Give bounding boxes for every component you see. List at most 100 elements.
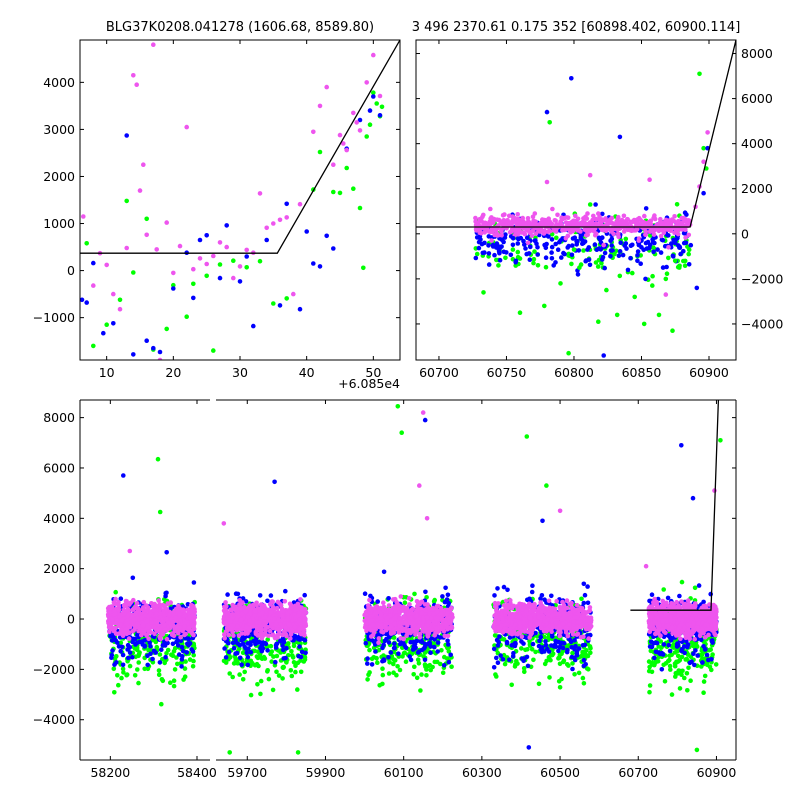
data-point-magenta xyxy=(113,611,118,617)
data-point-blue xyxy=(476,239,482,245)
data-point-magenta xyxy=(177,243,183,249)
data-point-magenta xyxy=(144,618,150,624)
data-point-magenta xyxy=(414,614,419,619)
data-point-magenta xyxy=(379,625,385,631)
data-point-green xyxy=(169,652,174,657)
data-point-magenta xyxy=(230,602,235,608)
data-point-blue xyxy=(268,593,274,598)
data-point-magenta xyxy=(243,624,249,630)
data-point-blue xyxy=(549,250,554,255)
y-tick-label: 3000 xyxy=(43,122,75,137)
data-point-magenta xyxy=(177,612,182,617)
data-point-green xyxy=(397,667,403,673)
data-point-blue xyxy=(535,245,540,250)
data-point-green xyxy=(394,672,399,678)
data-point-blue xyxy=(148,643,153,649)
data-point-magenta xyxy=(414,625,420,631)
data-point-magenta xyxy=(681,215,686,221)
data-point-magenta xyxy=(368,607,374,612)
data-point-green xyxy=(701,145,706,151)
data-point-blue xyxy=(580,238,585,243)
data-point-magenta xyxy=(283,631,289,637)
data-point-magenta xyxy=(555,222,561,228)
data-point-magenta xyxy=(337,132,343,138)
data-point-magenta xyxy=(178,635,183,640)
data-point-magenta xyxy=(276,617,282,623)
data-point-magenta xyxy=(247,618,252,624)
data-point-green xyxy=(686,251,691,257)
data-point-magenta xyxy=(118,631,123,636)
data-point-green xyxy=(374,101,380,106)
data-point-magenta xyxy=(180,607,185,613)
data-point-green xyxy=(244,265,249,270)
data-point-magenta xyxy=(426,630,432,636)
data-point-magenta xyxy=(585,232,590,237)
data-point-magenta xyxy=(562,215,567,221)
data-point-blue xyxy=(643,276,648,282)
data-point-magenta xyxy=(675,231,681,237)
data-point-magenta xyxy=(658,233,664,239)
data-point-blue xyxy=(643,206,649,211)
data-point-green xyxy=(171,649,177,654)
data-point-blue xyxy=(655,247,660,252)
data-point-magenta xyxy=(264,225,270,231)
data-point-green xyxy=(632,294,637,300)
data-point-magenta xyxy=(104,262,109,268)
data-point-blue xyxy=(142,643,147,648)
data-point-magenta xyxy=(191,266,196,272)
y-tick-label: 6000 xyxy=(741,91,773,106)
data-point-magenta xyxy=(379,616,384,621)
data-point-green xyxy=(419,672,424,677)
data-point-green xyxy=(119,675,124,681)
data-point-magenta xyxy=(300,631,306,636)
data-point-magenta xyxy=(527,220,532,225)
data-point-magenta xyxy=(278,602,284,608)
data-point-green xyxy=(295,687,300,692)
data-point-green xyxy=(415,657,421,662)
data-point-magenta xyxy=(508,221,513,227)
data-point-blue xyxy=(672,240,678,246)
data-point-green xyxy=(240,677,246,682)
data-point-blue xyxy=(535,252,540,257)
data-point-green xyxy=(386,671,392,676)
data-point-magenta xyxy=(107,610,112,615)
data-point-blue xyxy=(428,650,433,655)
data-point-blue xyxy=(569,252,575,258)
data-point-magenta xyxy=(584,216,590,221)
y-tick-label: 4000 xyxy=(43,75,75,90)
data-point-magenta xyxy=(263,615,268,620)
data-point-green xyxy=(317,149,323,155)
data-point-green xyxy=(132,673,138,678)
data-point-magenta xyxy=(590,217,595,223)
data-point-blue xyxy=(101,330,106,336)
data-point-magenta xyxy=(108,621,113,626)
data-point-green xyxy=(289,673,295,679)
data-point-magenta xyxy=(274,626,280,632)
data-point-green xyxy=(424,595,429,600)
data-point-magenta xyxy=(383,627,389,633)
data-point-green xyxy=(686,247,692,252)
data-point-magenta xyxy=(288,602,294,608)
data-point-blue xyxy=(683,240,689,246)
data-point-green xyxy=(403,659,409,664)
data-point-magenta xyxy=(378,612,384,617)
data-point-magenta xyxy=(575,220,580,226)
data-point-blue xyxy=(317,264,323,269)
data-point-green xyxy=(289,649,294,654)
data-point-magenta xyxy=(570,228,575,234)
y-tick-label: 2000 xyxy=(741,181,773,196)
data-point-blue xyxy=(109,652,115,658)
data-point-blue xyxy=(474,235,480,240)
data-point-magenta xyxy=(543,218,548,223)
data-point-green xyxy=(265,637,271,642)
data-point-magenta xyxy=(430,611,436,617)
data-point-blue xyxy=(237,279,243,284)
x-tick-label: 60900 xyxy=(689,365,729,380)
data-point-green xyxy=(519,646,524,651)
data-point-green xyxy=(510,247,516,252)
data-point-green xyxy=(650,245,656,250)
data-point-green xyxy=(157,509,163,515)
data-point-magenta xyxy=(381,604,387,610)
data-point-green xyxy=(111,666,117,672)
data-point-green xyxy=(115,673,120,678)
